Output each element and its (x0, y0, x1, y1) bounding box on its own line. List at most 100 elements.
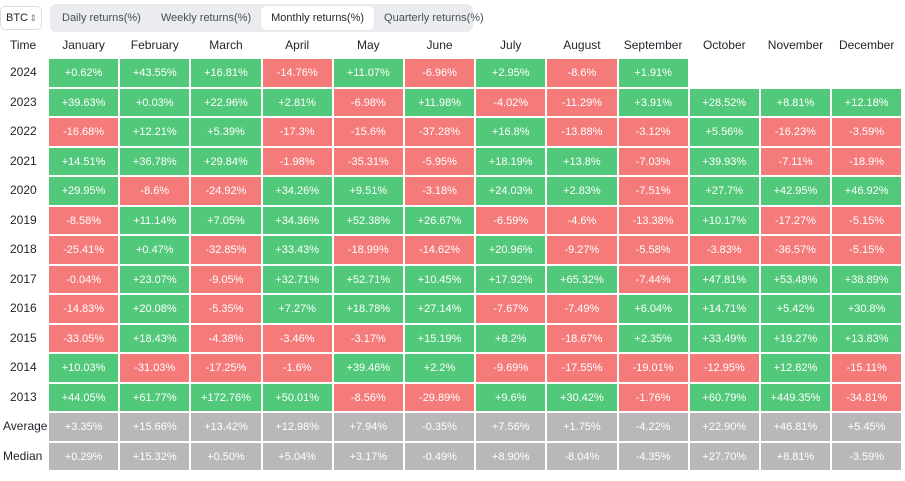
month-header-june: June (426, 38, 453, 52)
return-cell: -4.02% (475, 87, 547, 117)
row-label: 2015 (10, 330, 37, 345)
year-row-2022: 2022 -16.68% +12.21% +5.39% -17.3% -15.6% -37.… (0, 117, 905, 147)
return-cell: -12.95% (688, 353, 760, 383)
year-row-2024: 2024 +0.62% +43.55% +16.81% -14.76% +11.07% -6… (0, 58, 905, 88)
row-label: 2019 (10, 212, 37, 227)
return-cell: -7.49% (546, 294, 618, 324)
return-cell (759, 58, 832, 88)
return-cell: +2.81% (261, 87, 333, 117)
year-row-2020: 2020 +29.95% -8.6% -24.92% +34.26% +9.51% -3.1… (0, 176, 905, 206)
month-header-april: April (285, 38, 310, 52)
stat-row-average: Average +3.35% +15.66% +13.42% +12.98% +7.94%… (0, 412, 905, 442)
row-label: 2022 (10, 124, 37, 138)
return-cell: -35.31% (332, 146, 404, 176)
tab-monthly-returns[interactable]: Monthly returns(%) (261, 6, 375, 30)
return-cell: +11.07% (332, 58, 404, 88)
return-cell: +5.04% (261, 441, 333, 471)
return-cell: +172.76% (190, 382, 262, 412)
return-cell: +5.42% (759, 294, 832, 324)
tab-daily-returns[interactable]: Daily returns(%) (62, 12, 141, 24)
return-cell: -7.67% (475, 294, 547, 324)
return-cell: +61.77% (119, 382, 191, 412)
asset-select[interactable]: BTC ⇕ (0, 6, 42, 30)
return-cell: +13.8% (546, 146, 618, 176)
return-cell: -25.41% (48, 235, 120, 265)
return-cell: +11.14% (119, 205, 191, 235)
month-header-february: February (130, 38, 179, 52)
return-cell: +0.47% (119, 235, 191, 265)
return-cell: -9.27% (546, 235, 618, 265)
return-cell: -14.76% (261, 58, 333, 88)
return-cell: +0.29% (48, 441, 120, 471)
return-cell: +8.2% (475, 323, 547, 353)
return-cell: -3.59% (831, 117, 903, 147)
return-cell (688, 58, 760, 88)
return-cell: -1.6% (261, 353, 333, 383)
table-header-row: Time January February March April May June Jul… (0, 33, 905, 58)
return-cell: -15.11% (831, 353, 903, 383)
return-cell: +42.95% (759, 176, 832, 206)
row-label: 2023 (10, 94, 37, 109)
return-cell: -0.35% (403, 412, 476, 442)
return-cell: +39.93% (688, 146, 760, 176)
return-cell: -0.04% (48, 264, 120, 294)
row-label: 2021 (10, 153, 37, 168)
return-cell: +6.04% (617, 294, 689, 324)
year-row-2014: 2014 +10.03% -31.03% -17.25% -1.6% +39.46% +2.… (0, 353, 905, 383)
returns-toolbar: BTC ⇕ Daily returns(%) Weekly returns(%)… (0, 4, 905, 32)
return-cell: +0.03% (119, 87, 191, 117)
return-cell: +8.90% (475, 441, 547, 471)
return-cell: +32.71% (261, 264, 333, 294)
return-cell: +44.05% (48, 382, 120, 412)
return-cell: -3.46% (261, 323, 333, 353)
return-cell: +46.81% (759, 412, 832, 442)
return-cell: +9.6% (475, 382, 547, 412)
return-cell: -7.03% (617, 146, 689, 176)
return-cell: +14.51% (48, 146, 120, 176)
return-cell: -7.51% (617, 176, 689, 206)
row-label: 2018 (10, 242, 37, 256)
return-cell: +8.81% (759, 87, 832, 117)
return-cell: +19.27% (759, 323, 832, 353)
year-row-2018: 2018 -25.41% +0.47% -32.85% +33.43% -18.99% -1… (0, 235, 905, 265)
return-cell: -7.11% (759, 146, 832, 176)
return-cell: -8.6% (546, 58, 618, 88)
return-cell: +29.95% (48, 176, 120, 206)
year-row-2021: 2021 +14.51% +36.78% +29.84% -1.98% -35.31% -5… (0, 146, 905, 176)
return-cell: +0.50% (190, 441, 262, 471)
year-row-2015: 2015 -33.05% +18.43% -4.38% -3.46% -3.17% +15.… (0, 323, 905, 353)
return-cell: -18.99% (332, 235, 404, 265)
monthly-returns-table: Time January February March April May June Jul… (0, 33, 905, 471)
return-cell: -29.89% (403, 382, 476, 412)
return-cell: +39.63% (48, 87, 120, 117)
year-row-2019: 2019 -8.58% +11.14% +7.05% +34.36% +52.38% +26… (0, 205, 905, 235)
return-cell: +30.8% (831, 294, 903, 324)
return-cell: +12.21% (119, 117, 191, 147)
return-cell: -8.56% (332, 382, 404, 412)
return-cell: -13.38% (617, 205, 689, 235)
return-cell: -9.05% (190, 264, 262, 294)
return-cell: +10.45% (403, 264, 476, 294)
tab-quarterly-returns[interactable]: Quarterly returns(%) (384, 12, 484, 24)
return-cell: +52.71% (332, 264, 404, 294)
stat-row-median: Median +0.29% +15.32% +0.50% +5.04% +3.17% -0.… (0, 441, 905, 471)
return-cell: -3.17% (332, 323, 404, 353)
table-body: 2024 +0.62% +43.55% +16.81% -14.76% +11.07% -6… (0, 58, 905, 471)
row-label: 2017 (10, 271, 37, 286)
return-cell: +29.84% (190, 146, 262, 176)
return-cell: +1.91% (617, 58, 689, 88)
return-cell: -4.22% (617, 412, 689, 442)
row-label: 2020 (10, 183, 37, 197)
tab-weekly-returns[interactable]: Weekly returns(%) (160, 12, 252, 24)
return-cell: +53.48% (759, 264, 832, 294)
return-cell: +18.78% (332, 294, 404, 324)
return-cell: +15.19% (403, 323, 476, 353)
return-cell: +15.32% (119, 441, 191, 471)
month-header-august: August (563, 38, 601, 52)
return-cell: +2.83% (546, 176, 618, 206)
chevron-updown-icon: ⇕ (29, 13, 37, 23)
month-header-december: December (838, 38, 895, 52)
return-cell: +12.98% (261, 412, 333, 442)
month-header-march: March (209, 38, 243, 52)
return-cell: +34.36% (261, 205, 333, 235)
